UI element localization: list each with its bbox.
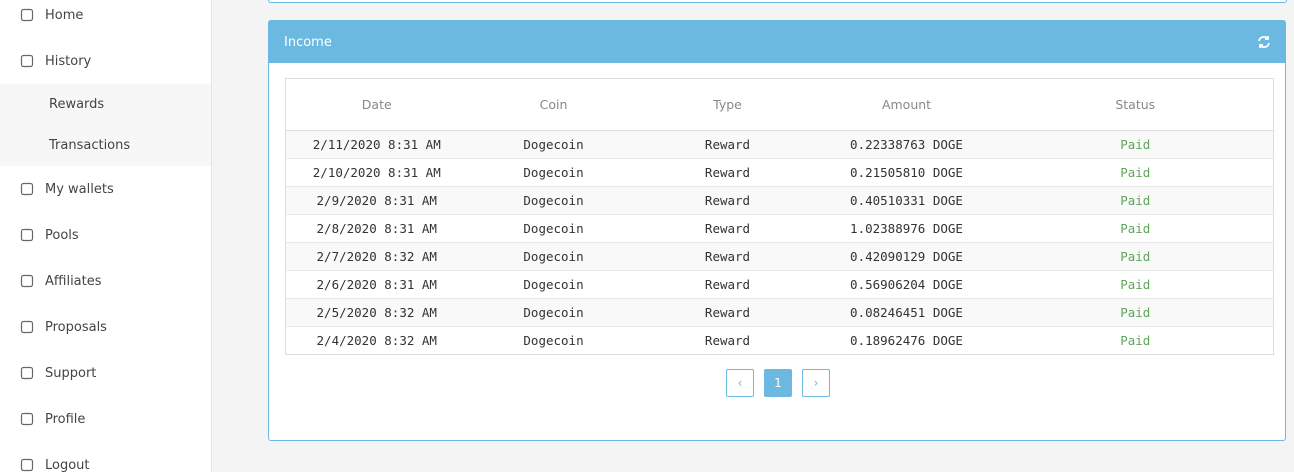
menu-icon bbox=[20, 412, 34, 426]
page-button[interactable]: ‹ bbox=[726, 369, 754, 397]
menu-item[interactable]: History bbox=[0, 38, 211, 84]
table-cell: Dogecoin bbox=[467, 130, 640, 159]
menu-item[interactable]: Proposals bbox=[0, 304, 211, 350]
table-cell: Dogecoin bbox=[467, 158, 640, 187]
table-cell: 2/11/2020 8:31 AM bbox=[285, 130, 468, 159]
table-cell: Reward bbox=[639, 186, 816, 215]
menu-item[interactable]: Affiliates bbox=[0, 258, 211, 304]
menu-icon bbox=[20, 8, 34, 22]
menu-icon bbox=[20, 320, 34, 334]
table-cell: 0.42090129 DOGE bbox=[815, 242, 998, 271]
menu-label: History bbox=[45, 53, 92, 69]
menu-icon bbox=[20, 274, 34, 288]
column-header: Status bbox=[997, 78, 1274, 131]
table-cell: 2/5/2020 8:32 AM bbox=[285, 298, 468, 327]
table-cell: Paid bbox=[997, 214, 1274, 243]
menu-item[interactable]: Support bbox=[0, 350, 211, 396]
page-button[interactable]: 1 bbox=[764, 369, 792, 397]
top-panel bbox=[268, 0, 1287, 3]
table-cell: 2/9/2020 8:31 AM bbox=[285, 186, 468, 215]
table-cell: 0.22338763 DOGE bbox=[815, 130, 998, 159]
table-row: 2/7/2020 8:32 AM Dogecoin Reward 0.42090129… bbox=[285, 242, 1274, 271]
menu-label: Profile bbox=[45, 411, 86, 427]
column-header: Date bbox=[285, 78, 468, 131]
table-cell: Reward bbox=[639, 158, 816, 187]
table-cell: Reward bbox=[639, 326, 816, 355]
menu-item[interactable]: My wallets bbox=[0, 166, 211, 212]
menu-label: Affiliates bbox=[45, 273, 102, 289]
table-cell: Paid bbox=[997, 130, 1274, 159]
table-cell: Paid bbox=[997, 270, 1274, 299]
table-cell: Dogecoin bbox=[467, 186, 640, 215]
header-row: Date Coin Type Amount Status bbox=[285, 78, 1274, 131]
table-cell: Reward bbox=[639, 214, 816, 243]
panel-title: Income bbox=[284, 34, 332, 50]
table-row: 2/5/2020 8:32 AM Dogecoin Reward 0.08246451… bbox=[285, 298, 1274, 327]
panel-header: Income bbox=[269, 21, 1285, 63]
sidebar: Home History Rewards Transactions My wallets… bbox=[0, 0, 212, 472]
table-cell: Reward bbox=[639, 298, 816, 327]
table-cell: 2/4/2020 8:32 AM bbox=[285, 326, 468, 355]
table-cell: Paid bbox=[997, 158, 1274, 187]
menu-label: Pools bbox=[45, 227, 79, 243]
table-cell: Dogecoin bbox=[467, 214, 640, 243]
submenu-item[interactable]: Transactions bbox=[49, 138, 131, 153]
table-cell: 2/6/2020 8:31 AM bbox=[285, 270, 468, 299]
menu-icon bbox=[20, 458, 34, 472]
table-cell: 1.02388976 DOGE bbox=[815, 214, 998, 243]
menu-label: Home bbox=[45, 7, 84, 23]
menu-item[interactable]: Profile bbox=[0, 396, 211, 442]
table-cell: 0.56906204 DOGE bbox=[815, 270, 998, 299]
refresh-button[interactable] bbox=[1257, 35, 1271, 49]
table-cell: Paid bbox=[997, 298, 1274, 327]
income-table: Date Coin Type Amount Status 2/11/2020 8:31 … bbox=[285, 78, 1274, 355]
menu-label: My wallets bbox=[45, 181, 114, 197]
table-cell: Dogecoin bbox=[467, 242, 640, 271]
table-row: 2/11/2020 8:31 AM Dogecoin Reward 0.2233876… bbox=[285, 130, 1274, 159]
table-cell: 0.21505810 DOGE bbox=[815, 158, 998, 187]
menu-label: Logout bbox=[45, 457, 90, 472]
column-header: Amount bbox=[815, 78, 998, 131]
table-cell: Dogecoin bbox=[467, 270, 640, 299]
table-row: 2/9/2020 8:31 AM Dogecoin Reward 0.40510331… bbox=[285, 186, 1274, 215]
submenu: Rewards Transactions bbox=[0, 84, 211, 166]
table-row: 2/4/2020 8:32 AM Dogecoin Reward 0.18962476… bbox=[285, 326, 1274, 355]
table-body: 2/11/2020 8:31 AM Dogecoin Reward 0.2233876… bbox=[285, 130, 1274, 355]
pagination: ‹ 1 › bbox=[726, 369, 830, 397]
table-cell: Dogecoin bbox=[467, 298, 640, 327]
page-button[interactable]: › bbox=[802, 369, 830, 397]
table-cell: 2/7/2020 8:32 AM bbox=[285, 242, 468, 271]
table-cell: Reward bbox=[639, 242, 816, 271]
income-panel: Income Date Coin Type Amount Status 2/11/202… bbox=[268, 20, 1286, 441]
menu-icon bbox=[20, 54, 34, 68]
table-cell: 2/8/2020 8:31 AM bbox=[285, 214, 468, 243]
table-cell: Paid bbox=[997, 326, 1274, 355]
menu-icon bbox=[20, 366, 34, 380]
table-row: 2/6/2020 8:31 AM Dogecoin Reward 0.56906204… bbox=[285, 270, 1274, 299]
table-cell: Paid bbox=[997, 242, 1274, 271]
menu-icon bbox=[20, 228, 34, 242]
menu-icon bbox=[20, 182, 34, 196]
table-cell: Paid bbox=[997, 186, 1274, 215]
table-cell: Dogecoin bbox=[467, 326, 640, 355]
menu-label: Support bbox=[45, 365, 97, 381]
menu: Home History Rewards Transactions My wallets… bbox=[0, 0, 211, 472]
table-row: 2/8/2020 8:31 AM Dogecoin Reward 1.02388976… bbox=[285, 214, 1274, 243]
menu-item[interactable]: Logout bbox=[0, 442, 211, 472]
table-row: 2/10/2020 8:31 AM Dogecoin Reward 0.2150581… bbox=[285, 158, 1274, 187]
menu-item[interactable]: Home bbox=[0, 0, 211, 38]
menu-item[interactable]: Pools bbox=[0, 212, 211, 258]
submenu-item[interactable]: Rewards bbox=[49, 97, 105, 112]
table-cell: Reward bbox=[639, 270, 816, 299]
table-cell: 0.40510331 DOGE bbox=[815, 186, 998, 215]
table-cell: 0.18962476 DOGE bbox=[815, 326, 998, 355]
column-header: Coin bbox=[467, 78, 640, 131]
column-header: Type bbox=[639, 78, 816, 131]
menu-label: Proposals bbox=[45, 319, 107, 335]
table-cell: 2/10/2020 8:31 AM bbox=[285, 158, 468, 187]
table-cell: 0.08246451 DOGE bbox=[815, 298, 998, 327]
table-cell: Reward bbox=[639, 130, 816, 159]
